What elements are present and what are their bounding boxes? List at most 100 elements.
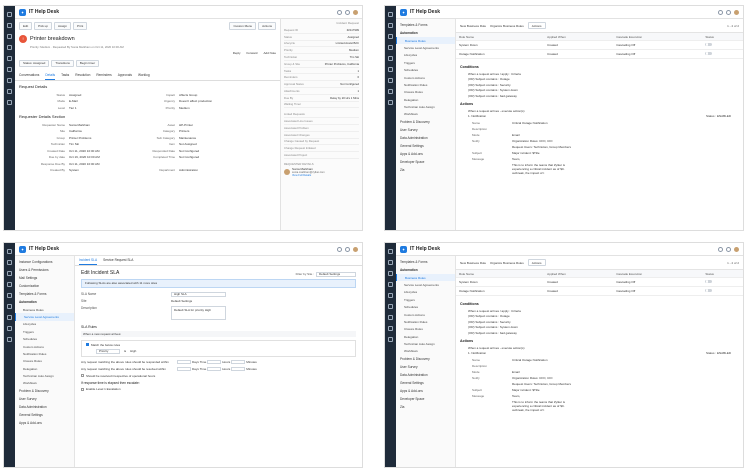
home-icon[interactable] xyxy=(7,12,12,17)
changes-icon[interactable] xyxy=(388,45,393,50)
tab-details[interactable]: Details xyxy=(45,73,56,80)
nav-item[interactable]: Custom Actions xyxy=(404,312,425,317)
tab-worklog[interactable]: Worklog xyxy=(137,73,150,78)
sla-name-input[interactable]: High SLA xyxy=(171,291,226,297)
reports-icon[interactable] xyxy=(388,326,393,331)
nav-item[interactable]: Closure Rules xyxy=(404,327,423,332)
solutions-icon[interactable] xyxy=(7,315,12,320)
actions-dropdown[interactable]: Actions xyxy=(527,259,546,267)
status-toggle[interactable] xyxy=(705,288,713,293)
criteria-field-select[interactable]: Priority xyxy=(96,348,120,354)
criteria-value[interactable]: High xyxy=(130,348,137,353)
site-filter-select[interactable]: Default Settings xyxy=(316,271,356,277)
requests-icon[interactable] xyxy=(7,23,12,28)
search-icon[interactable] xyxy=(718,9,723,15)
nav-group[interactable]: Customization xyxy=(19,284,40,288)
reports-icon[interactable] xyxy=(7,89,12,94)
nav-group[interactable]: Automation xyxy=(400,268,418,272)
nav-item[interactable]: Triggers xyxy=(404,297,415,302)
associated-link[interactable]: Associated Line Issues xyxy=(284,119,313,124)
status-toggle[interactable] xyxy=(705,42,713,47)
tab-tasks[interactable]: Tasks xyxy=(61,73,70,78)
nav-item[interactable]: Lifecycles xyxy=(404,290,418,295)
print-button[interactable]: Print xyxy=(73,22,88,30)
nav-group[interactable]: Zia xyxy=(400,168,405,173)
nav-group[interactable]: Automation xyxy=(19,300,37,304)
assets-icon[interactable] xyxy=(7,304,12,309)
rule-name[interactable]: System Down xyxy=(456,277,545,288)
assets-icon[interactable] xyxy=(388,67,393,72)
nav-item[interactable]: Triggers xyxy=(23,329,34,334)
nav-group[interactable]: Developer Space xyxy=(400,397,425,402)
table-row[interactable]: System Down Created Cascading Off xyxy=(456,40,743,51)
changes-icon[interactable] xyxy=(7,45,12,50)
table-row[interactable]: System Down Created Cascading Off xyxy=(456,277,743,288)
assets-icon[interactable] xyxy=(7,67,12,72)
resolution-days-input[interactable] xyxy=(177,366,191,371)
status-badge[interactable]: Status: Assigned xyxy=(19,59,50,68)
assets-icon[interactable] xyxy=(388,304,393,309)
linked-requests-link[interactable]: Linked Requests xyxy=(284,112,305,117)
nav-group[interactable]: General Settings xyxy=(400,144,424,149)
home-icon[interactable] xyxy=(388,12,393,17)
response-days-input[interactable] xyxy=(177,359,191,364)
settings-icon[interactable] xyxy=(7,337,12,342)
nav-item-sla[interactable]: Service Level Agreements xyxy=(15,313,74,321)
tab-conversations[interactable]: Conversations xyxy=(19,73,40,78)
nav-item[interactable]: Schedules xyxy=(404,305,419,310)
nav-item[interactable]: Lifecycles xyxy=(404,53,418,58)
nav-group[interactable]: General Settings xyxy=(19,413,43,418)
resolution-hours-input[interactable] xyxy=(207,366,222,371)
notification-icon[interactable] xyxy=(345,246,350,252)
nav-item-business-rules[interactable]: Business Rules xyxy=(396,37,455,45)
nav-item[interactable]: Closure Rules xyxy=(404,90,423,95)
notification-icon[interactable] xyxy=(726,9,731,15)
nav-group[interactable]: Apps & Add-ons xyxy=(400,152,423,157)
nav-group[interactable]: Templates & Forms xyxy=(400,260,428,264)
nav-group[interactable]: Problem & Discovery xyxy=(19,389,49,394)
associated-link[interactable]: Associated Problem xyxy=(284,125,309,130)
nav-item[interactable]: Technician Auto Assign xyxy=(404,342,435,347)
resolution-minutes-input[interactable] xyxy=(231,366,246,371)
home-icon[interactable] xyxy=(388,249,393,254)
nav-group[interactable]: Apps & Add-ons xyxy=(19,421,42,426)
actions-dropdown[interactable]: Actions xyxy=(527,22,546,30)
projects-icon[interactable] xyxy=(388,56,393,61)
actions-button[interactable]: Actions xyxy=(258,22,276,30)
avatar[interactable] xyxy=(353,9,358,15)
nav-item[interactable]: Service Level Agreements xyxy=(404,46,439,51)
forward-button[interactable]: Forward xyxy=(246,50,258,55)
tab-resolution[interactable]: Resolution xyxy=(75,73,91,78)
nav-group[interactable]: Data Administration xyxy=(400,373,428,378)
tab-incident-sla[interactable]: Incident SLA xyxy=(79,258,98,265)
reports-icon[interactable] xyxy=(7,326,12,331)
response-hours-input[interactable] xyxy=(207,359,222,364)
description-textarea[interactable]: Default SLA for priority High xyxy=(171,305,226,320)
home-icon[interactable] xyxy=(7,249,12,254)
changes-icon[interactable] xyxy=(388,282,393,287)
nav-group[interactable]: Automation xyxy=(400,31,418,35)
requests-icon[interactable] xyxy=(7,260,12,265)
nav-item[interactable]: Business Rules xyxy=(23,307,44,312)
nav-item[interactable]: Notification Rules xyxy=(404,82,428,87)
changes-icon[interactable] xyxy=(7,282,12,287)
search-icon[interactable] xyxy=(337,246,342,252)
rule-name[interactable]: Outage Notification xyxy=(456,286,545,296)
associated-link[interactable]: Associated Project xyxy=(284,152,308,157)
new-rule-button[interactable]: New Business Rule xyxy=(460,260,487,265)
nav-item-business-rules[interactable]: Business Rules xyxy=(396,274,455,282)
nav-group[interactable]: Apps & Add-ons xyxy=(400,389,423,394)
reports-icon[interactable] xyxy=(388,89,393,94)
status-toggle[interactable] xyxy=(705,279,713,284)
tab-approvals[interactable]: Approvals xyxy=(117,73,132,78)
nav-item[interactable]: Service Level Agreements xyxy=(404,283,439,288)
avatar[interactable] xyxy=(353,246,358,252)
notification-icon[interactable] xyxy=(345,9,350,15)
nav-group[interactable]: User Survey xyxy=(400,365,418,370)
nav-group[interactable]: Problem & Discovery xyxy=(400,120,430,125)
nav-item[interactable]: Lifecycles xyxy=(23,322,37,327)
solutions-icon[interactable] xyxy=(7,78,12,83)
associated-link[interactable]: Change Caused by Request xyxy=(284,139,320,144)
begin-timer-button[interactable]: Begin timer xyxy=(75,59,100,68)
tab-service-request-sla[interactable]: Service Request SLA xyxy=(103,258,134,262)
